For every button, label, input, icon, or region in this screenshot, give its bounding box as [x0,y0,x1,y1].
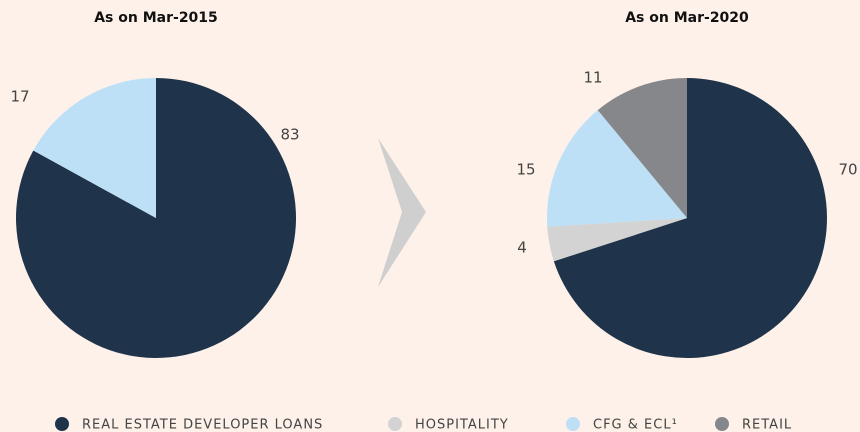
data-label: 15 [516,161,535,179]
legend-swatch [55,417,69,431]
legend-label: REAL ESTATE DEVELOPER LOANS [82,418,323,432]
pie-slice [15,78,296,359]
data-label: 70 [838,161,857,179]
pie-slice [547,110,687,227]
legend-label: CFG & ECL¹ [593,418,678,432]
legend-swatch [566,417,580,431]
data-label: 4 [517,239,527,257]
legend-label: HOSPITALITY [415,418,509,432]
pie-slice [597,78,687,218]
pie-slice [33,78,157,218]
data-label: 17 [10,88,29,106]
pie-slice [547,218,687,262]
chart-title: As on Mar-2015 [94,10,218,26]
data-label: 83 [280,126,299,144]
arrow-chevron [378,138,426,287]
legend-label: RETAIL [742,418,792,432]
legend-swatch [388,417,402,431]
pie-slice [553,78,827,358]
data-label: 11 [583,69,602,87]
legend-swatch [715,417,729,431]
chart-title: As on Mar-2020 [625,10,749,26]
